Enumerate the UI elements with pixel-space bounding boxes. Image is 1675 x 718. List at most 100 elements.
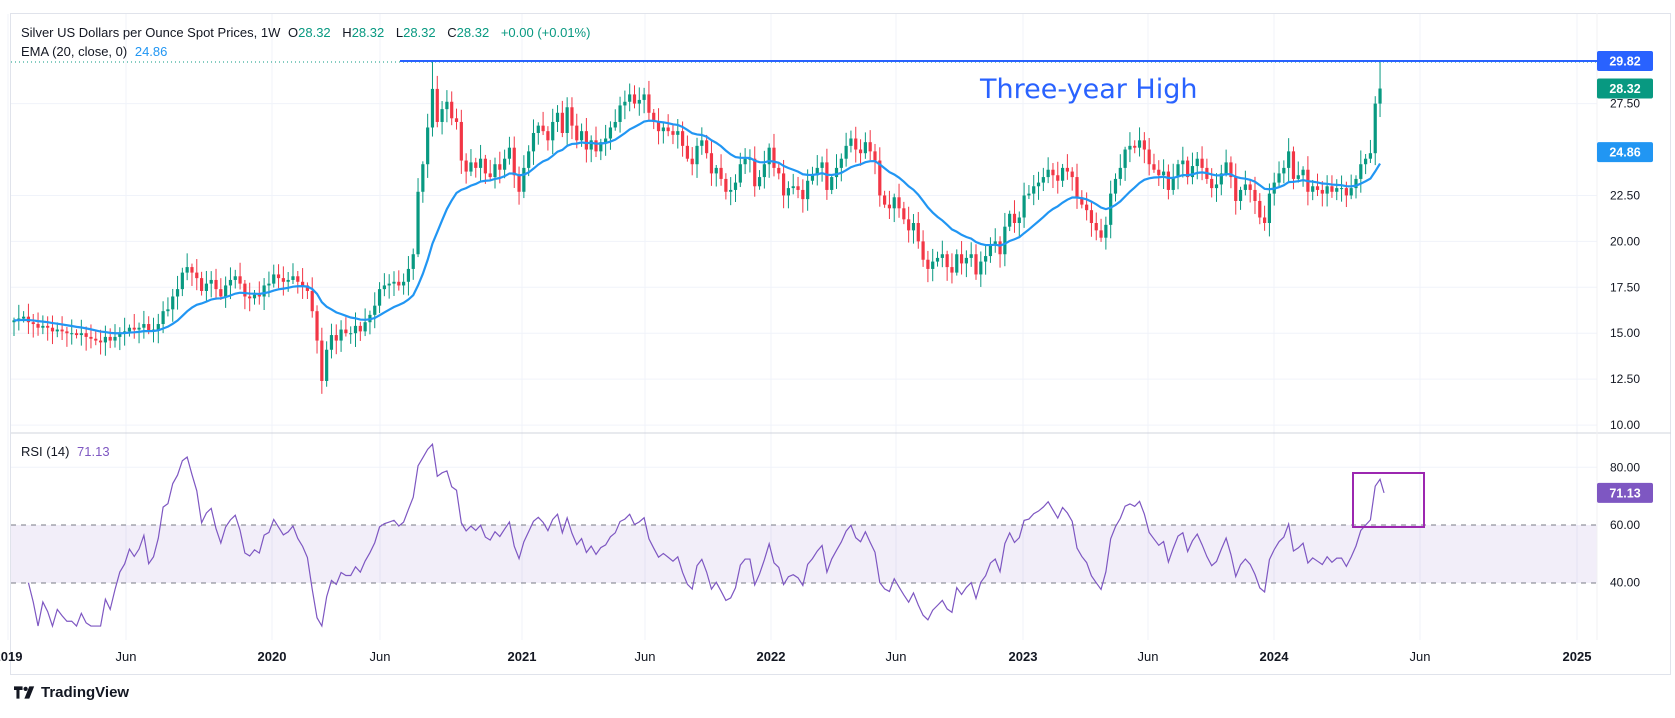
candle-body (551, 121, 555, 141)
candle-body (1311, 186, 1315, 192)
tradingview-logo[interactable]: TradingView (14, 684, 129, 701)
candle-body (878, 160, 882, 196)
time-tick-label: 2025 (1563, 649, 1592, 664)
tradingview-icon (14, 686, 35, 699)
time-tick-label: Jun (1410, 649, 1431, 664)
candle-body (1234, 177, 1238, 201)
candle-body (873, 151, 877, 161)
candle-body (310, 290, 314, 312)
candle-body (1214, 184, 1219, 189)
candle-body (753, 158, 757, 187)
price-tick-label: 27.50 (1610, 97, 1640, 111)
candle-body (402, 281, 406, 286)
candle-body (1056, 175, 1060, 181)
high-label: H (342, 25, 352, 40)
candle-body (286, 279, 290, 282)
candle-body (680, 131, 685, 146)
price-tick-label: 12.50 (1610, 372, 1640, 386)
candle-body (161, 311, 165, 325)
candle-body (103, 336, 107, 343)
candle-body (527, 151, 531, 168)
candle-body (315, 311, 319, 341)
candle-body (1027, 193, 1031, 196)
candle-body (1032, 186, 1036, 194)
candle-body (397, 281, 401, 286)
candle-body (488, 173, 492, 178)
candle-body (666, 127, 670, 132)
rsi-highlight-box (1352, 472, 1425, 528)
axis-labels: 10.00 12.50 15.00 17.50 20.00 22.50 27.50 40.00… (0, 97, 1640, 664)
candle-body (248, 296, 252, 299)
candle-body (1181, 160, 1185, 165)
candle-body (50, 327, 55, 332)
rsi-label[interactable]: RSI (14) (21, 444, 70, 459)
candle-body (1080, 197, 1084, 205)
candle-body (911, 223, 916, 231)
candles (12, 60, 1382, 394)
candle-body (700, 140, 704, 146)
candle-body (907, 219, 911, 231)
candle-body (868, 142, 872, 152)
candle-body (454, 118, 459, 122)
candle-body (892, 197, 896, 209)
candle-body (296, 276, 300, 282)
symbol-title[interactable]: Silver US Dollars per Ounce Spot Prices,… (21, 25, 281, 40)
candle-body (1008, 213, 1012, 227)
candle-body (777, 167, 781, 174)
candle-body (204, 283, 208, 291)
candle-body (623, 101, 627, 106)
low-label: L (395, 25, 404, 40)
ema-legend: EMA (20, close, 0) 24.86 (21, 44, 171, 59)
candle-body (387, 283, 391, 286)
rsi-line (27, 442, 1385, 629)
candle-body (969, 254, 973, 258)
candle-body (839, 158, 843, 168)
candle-body (959, 254, 964, 264)
annotation-three-year-high: Three-year High (979, 74, 1197, 105)
candle-body (844, 145, 848, 159)
candle-body (536, 125, 540, 133)
ema-label[interactable]: EMA (20, close, 0) (21, 44, 128, 59)
main-legend: Silver US Dollars per Ounce Spot Prices,… (21, 25, 594, 40)
candle-body (1368, 153, 1373, 159)
candle-body (584, 131, 588, 150)
time-tick-label: 2019 (0, 649, 22, 664)
candle-body (224, 285, 228, 297)
candle-body (1186, 160, 1190, 178)
candle-body (565, 107, 569, 133)
candle-body (74, 333, 79, 336)
candle-body (709, 153, 714, 174)
grid-lines (7, 14, 1597, 640)
candle-body (12, 320, 16, 323)
candle-body (604, 138, 608, 143)
candle-body (94, 338, 98, 341)
candle-body (1330, 186, 1334, 192)
candle-body (31, 322, 35, 325)
open-label: O (288, 25, 299, 40)
low-value: 28.32 (403, 25, 436, 40)
candle-body (955, 254, 959, 273)
candle-body (426, 127, 430, 165)
candle-body (1041, 177, 1045, 183)
candle-body (916, 223, 920, 242)
candle-body (935, 257, 940, 262)
candle-body (1253, 189, 1257, 201)
candle-body (656, 121, 661, 132)
candle-body (531, 132, 536, 152)
candle-body (132, 327, 136, 330)
price-tag-label: 29.82 (1609, 54, 1640, 68)
candle-body (695, 145, 699, 165)
time-tick-label: Jun (886, 649, 907, 664)
candle-body (1378, 88, 1382, 104)
candle-body (137, 327, 141, 330)
candle-body (89, 336, 93, 339)
candle-body (291, 276, 295, 280)
candle-body (1320, 189, 1324, 194)
candle-body (555, 112, 560, 122)
candle-body (1085, 204, 1089, 211)
candle-body (940, 254, 944, 258)
candle-body (1152, 164, 1156, 170)
candle-body (676, 131, 680, 135)
candle-body (79, 333, 83, 336)
